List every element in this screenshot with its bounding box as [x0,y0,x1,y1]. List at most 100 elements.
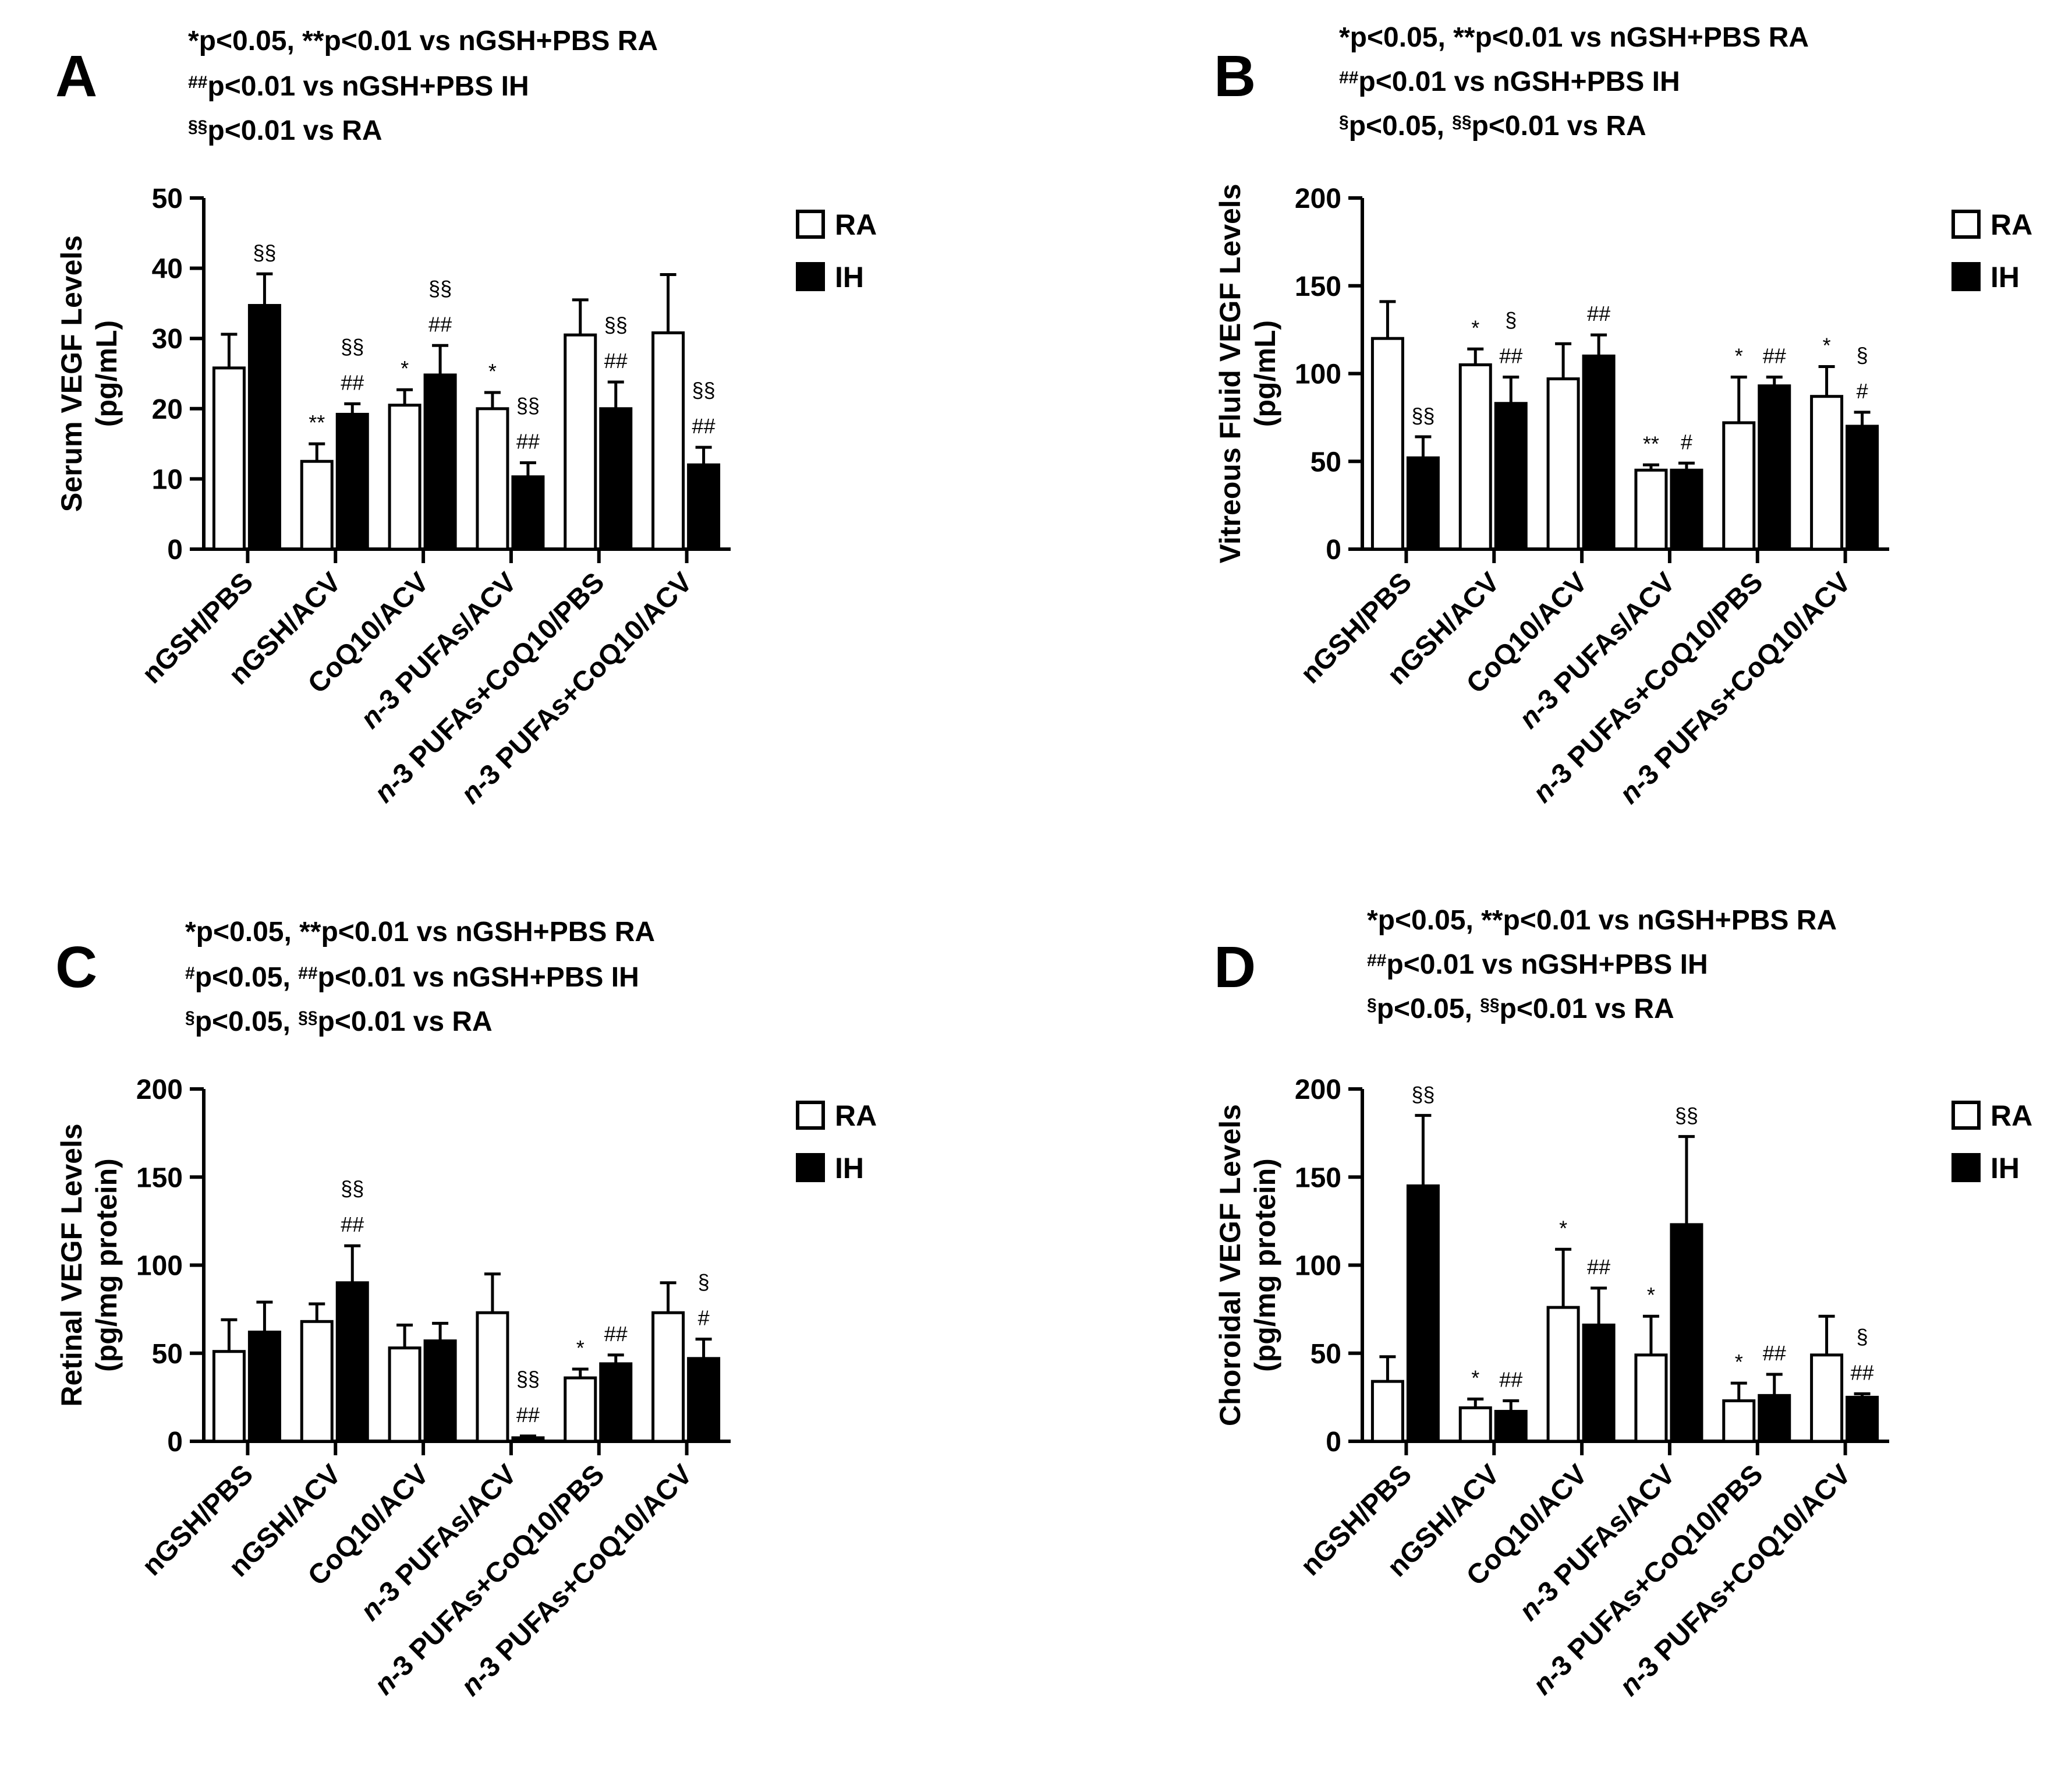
significance-marker: * [1735,1350,1743,1374]
significance-marker: §§ [516,394,540,418]
bar-ih [599,1362,633,1443]
note-superscript: ## [298,964,318,983]
note-text: *p<0.05, **p<0.01 vs nGSH+PBS RA [1367,905,1837,936]
bar-ra [212,366,246,551]
significance-marker: ## [604,1322,628,1346]
bar-ih [511,1436,545,1443]
significance-marker: ** [309,411,325,434]
bar-ra [388,1346,422,1443]
significance-marker: * [1471,316,1479,340]
panel-D: D*p<0.05, **p<0.01 vs nGSH+PBS RA##p<0.0… [1214,905,2032,1702]
significance-marker: # [1857,379,1868,403]
bar-ih [1582,354,1616,551]
y-axis-label: Retinal VEGF Levels(pg/mg protein) [55,1123,123,1406]
y-axis-label-line: Serum VEGF Levels [55,235,88,512]
significance-marker: * [1735,344,1743,368]
bar-ih [423,1339,457,1443]
y-tick-label: 150 [1295,271,1341,302]
y-tick-label: 0 [1326,535,1341,565]
legend-swatch-ih [1951,262,1981,291]
panel-label: C [55,935,97,1000]
significance-marker: ** [1643,432,1659,455]
bar-ra [1458,363,1492,551]
y-axis-label-line: (pg/mg protein) [90,1158,123,1372]
y-axis-label: Choroidal VEGF Levels(pg/mg protein) [1214,1104,1281,1426]
significance-marker: ## [341,370,364,394]
bar-ih [1406,456,1440,551]
significance-marker: ## [1763,1341,1786,1365]
significance-marker: * [1647,1283,1655,1307]
bar-ih [1494,1410,1528,1443]
category-label: n-3 PUFAs/ACV [1513,1459,1681,1626]
significance-marker: ## [428,312,452,336]
bar-ra [1634,1353,1668,1443]
significance-marker: § [1857,1324,1868,1348]
note-text: p<0.01 vs nGSH+PBS IH [318,962,639,993]
y-tick-label: 50 [152,1339,183,1370]
bar-ih [687,1357,721,1443]
significance-note: ##p<0.01 vs nGSH+PBS IH [1367,949,1708,980]
note-superscript: # [185,964,195,983]
y-tick-label: 0 [167,535,183,565]
significance-marker: * [1471,1366,1479,1389]
significance-marker: ## [1587,302,1610,326]
significance-marker: * [1559,1216,1567,1240]
bar-ih [687,463,721,551]
bar-ra [1370,337,1404,551]
y-axis-label-line: (pg/mL) [90,320,123,427]
y-tick-label: 150 [1295,1162,1341,1193]
y-tick-label: 100 [136,1251,183,1282]
bar-ra [1722,1399,1756,1443]
significance-note: §p<0.05, §§p<0.01 vs RA [1339,111,1646,142]
note-superscript: ## [188,73,208,92]
significance-marker: ## [1499,1367,1522,1391]
note-text: *p<0.05, **p<0.01 vs nGSH+PBS RA [185,917,655,947]
significance-note: *p<0.05, **p<0.01 vs nGSH+PBS RA [188,26,658,56]
bar-ra [1458,1406,1492,1443]
significance-marker: * [576,1336,585,1360]
bar-ra [388,404,422,551]
significance-marker: ## [516,1403,540,1427]
note-text: *p<0.05, **p<0.01 vs nGSH+PBS RA [188,26,658,56]
bar-ih [423,373,457,551]
note-superscript: § [185,1008,195,1027]
significance-marker: * [1823,333,1831,357]
panel-label: D [1214,935,1256,1000]
y-axis-label-line: Choroidal VEGF Levels [1214,1104,1246,1426]
bar-ra [300,1320,334,1443]
bar-ra [1810,1353,1844,1443]
panel-C: C*p<0.05, **p<0.01 vs nGSH+PBS RA#p<0.05… [55,917,877,1702]
significance-note: #p<0.05, ##p<0.01 vs nGSH+PBS IH [185,962,639,993]
note-text: p<0.05, [1349,111,1452,142]
legend-label: RA [835,208,877,241]
note-superscript: §§ [188,117,207,136]
y-axis-label-line: Vitreous Fluid VEGF Levels [1214,183,1246,563]
panel-label: A [55,44,97,109]
note-text: p<0.01 vs nGSH+PBS IH [207,71,529,102]
y-tick-label: 50 [1311,1339,1341,1370]
y-tick-label: 100 [1295,1251,1341,1282]
note-text: p<0.01 vs nGSH+PBS IH [1386,949,1708,980]
legend-swatch-ra [796,1101,825,1130]
legend-swatch-ra [1951,1101,1981,1130]
bar-ih [247,304,281,551]
y-tick-label: 50 [152,183,183,214]
legend-swatch-ih [796,1153,825,1182]
significance-marker: § [1505,308,1517,332]
note-text: p<0.05, [195,962,298,993]
y-tick-label: 30 [152,324,183,355]
significance-marker: § [698,1270,710,1294]
legend-swatch-ih [796,262,825,291]
category-label: n-3 PUFAs/ACV [1513,567,1681,734]
note-superscript: §§ [1452,112,1471,132]
significance-marker: ## [692,414,716,438]
note-text: p<0.01 vs RA [1472,111,1646,142]
note-text: p<0.05, [195,1006,298,1037]
significance-marker: # [698,1306,710,1330]
bar-ih [511,475,545,551]
y-axis-label: Serum VEGF Levels(pg/mL) [55,235,123,512]
bar-ra [651,331,685,551]
y-tick-label: 10 [152,464,183,495]
bar-ra [651,1311,685,1443]
bar-ih [599,407,633,551]
